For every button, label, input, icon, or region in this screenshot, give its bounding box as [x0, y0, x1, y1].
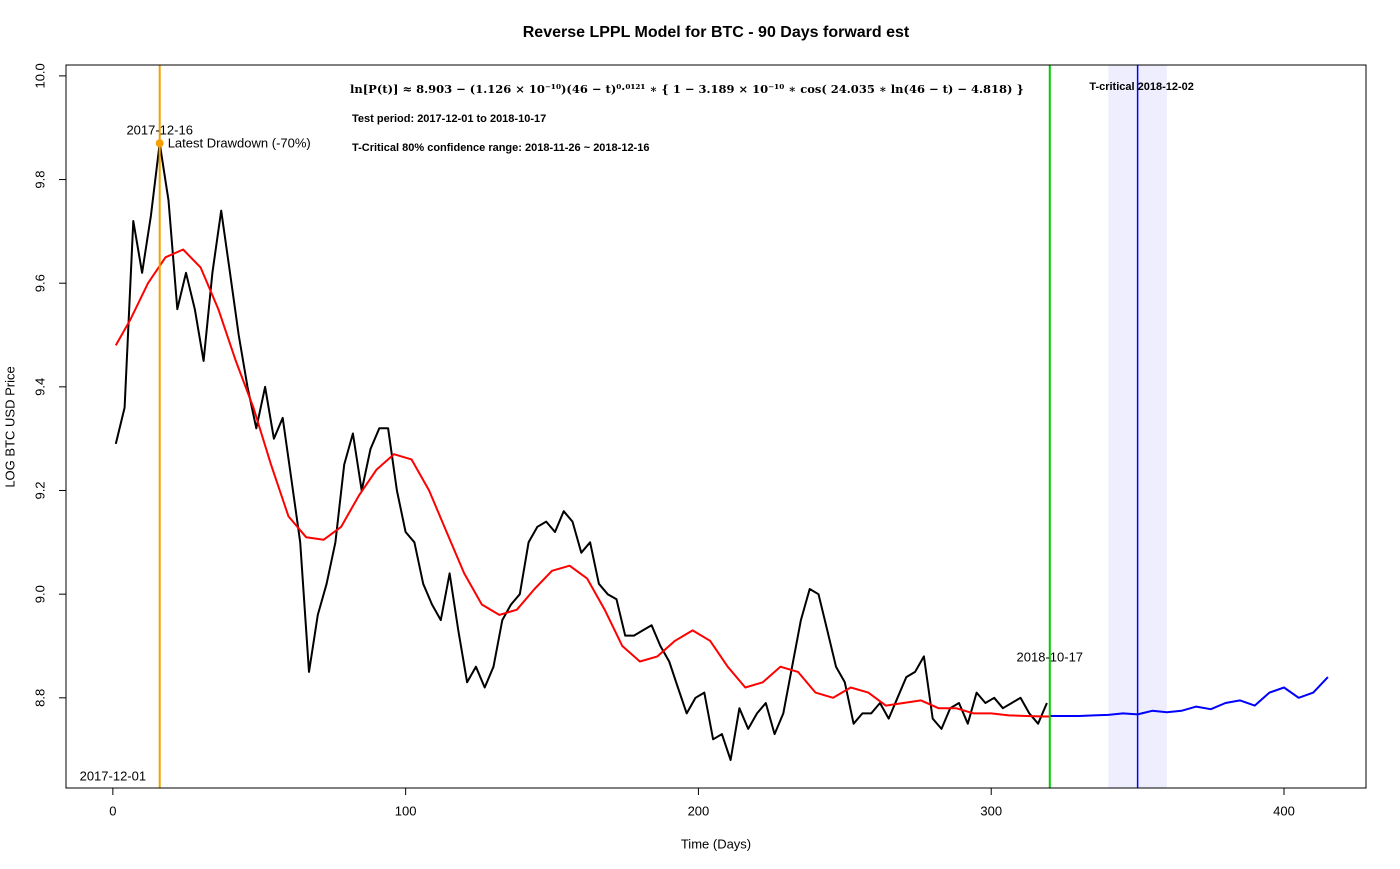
- x-tick-label: 100: [395, 803, 417, 818]
- x-axis-label: Time (Days): [681, 836, 751, 851]
- y-tick-label: 9.0: [32, 585, 47, 603]
- y-tick-label: 9.6: [32, 274, 47, 292]
- formula: ln[P(t)] ≈ 8.903 − (1.126 × 10⁻¹⁰)(46 − …: [350, 82, 1024, 96]
- y-axis-label: LOG BTC USD Price: [2, 366, 17, 487]
- x-tick-label: 0: [109, 803, 116, 818]
- test-end-label: 2018-10-17: [1017, 649, 1084, 664]
- peak-label: Latest Drawdown (-70%): [168, 136, 311, 151]
- confidence-range: T-Critical 80% confidence range: 2018-11…: [352, 142, 649, 154]
- y-tick-label: 10.0: [32, 63, 47, 88]
- x-tick-label: 300: [980, 803, 1002, 818]
- test-period: Test period: 2017-12-01 to 2018-10-17: [352, 113, 546, 125]
- series-line: [1049, 676, 1329, 717]
- series-line: [114, 142, 1048, 761]
- chart-title: Reverse LPPL Model for BTC - 90 Days for…: [523, 24, 910, 41]
- y-tick-label: 8.8: [32, 689, 47, 707]
- t-critical-label: T-critical 2018-12-02: [1089, 81, 1194, 93]
- x-tick-label: 400: [1273, 803, 1295, 818]
- plot-frame: [65, 64, 1367, 789]
- y-tick-label: 9.2: [32, 481, 47, 499]
- y-tick-label: 9.4: [32, 378, 47, 396]
- y-tick-label: 9.8: [32, 171, 47, 189]
- x-tick-label: 200: [688, 803, 710, 818]
- series-line: [114, 248, 1050, 718]
- peak-date: 2017-12-16: [126, 123, 193, 138]
- peak-point: [155, 139, 164, 148]
- start-label: 2017-12-01: [80, 768, 147, 783]
